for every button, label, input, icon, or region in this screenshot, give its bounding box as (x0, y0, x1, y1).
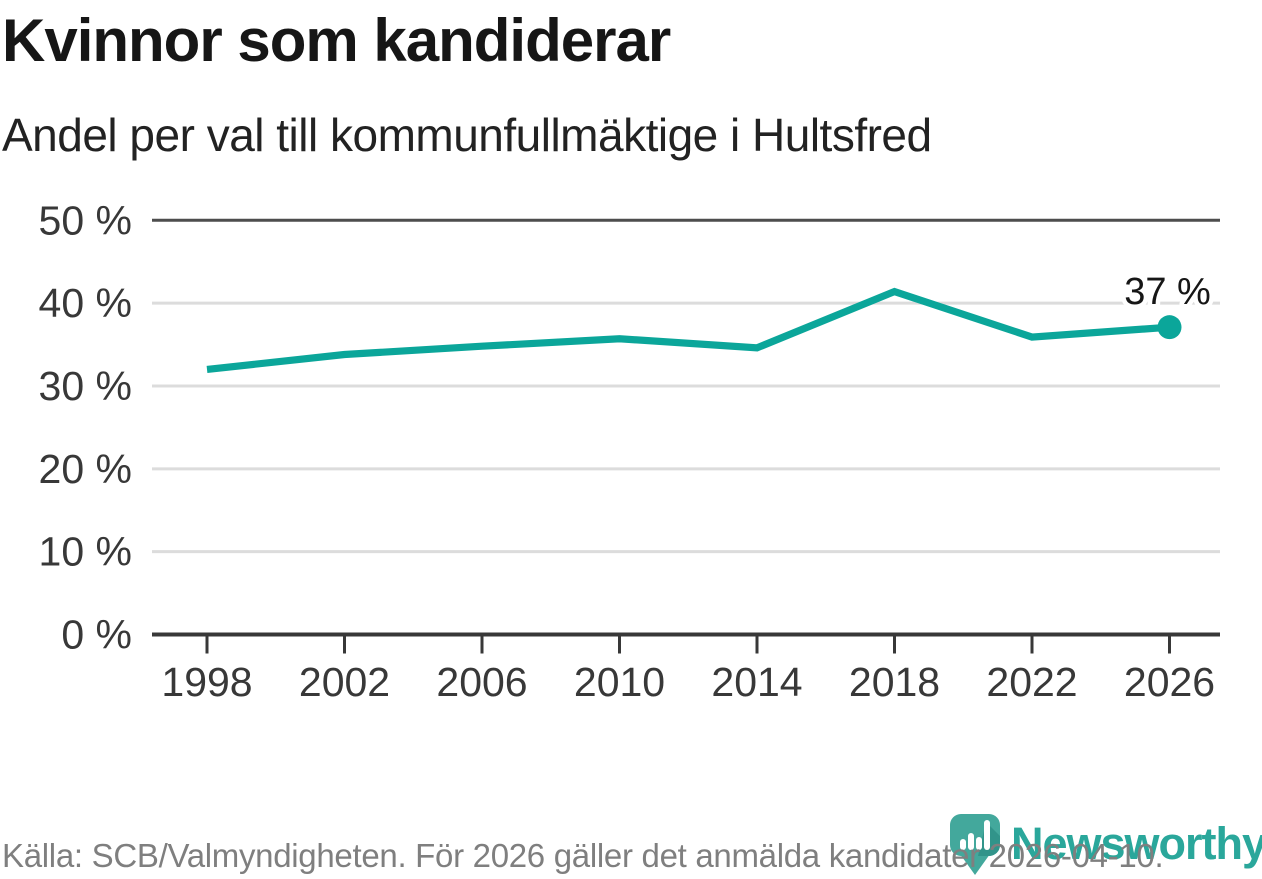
y-axis-tick-label: 30 % (39, 363, 132, 409)
x-axis-tick-label: 2006 (436, 659, 527, 705)
last-point-marker (1157, 315, 1182, 340)
data-line (206, 287, 1170, 373)
newsworthy-wordmark: Newsworthy (1011, 818, 1262, 869)
source-note: Källa: SCB/Valmyndigheten. För 2026 gäll… (2, 837, 1164, 874)
x-axis-tick-label: 2022 (986, 659, 1077, 705)
logo-bar-chart-icon (960, 820, 990, 850)
newsworthy-pin-icon (950, 814, 1000, 875)
end-value-label: 37 % (1124, 271, 1211, 313)
x-axis-tick-label: 2026 (1124, 659, 1215, 705)
y-axis-tick-label: 20 % (39, 446, 132, 492)
logo-pin-tail (960, 854, 990, 875)
y-axis-tick-label: 50 % (39, 197, 132, 243)
x-axis-tick-label: 2014 (711, 659, 802, 705)
chart-subtitle: Andel per val till kommunfullmäktige i H… (2, 109, 932, 161)
newsworthy-logo: Newsworthy (948, 812, 1262, 876)
y-axis-tick-label: 40 % (39, 280, 132, 326)
y-axis-tick-label: 10 % (39, 529, 132, 575)
x-axis-tick-label: 2002 (299, 659, 390, 705)
x-axis-tick-label: 2010 (574, 659, 665, 705)
y-axis-tick-label: 0 % (61, 612, 132, 658)
chart-title: Kvinnor som kandiderar (2, 7, 671, 74)
x-axis-tick-label: 1998 (161, 659, 252, 705)
x-axis-tick-label: 2018 (849, 659, 940, 705)
